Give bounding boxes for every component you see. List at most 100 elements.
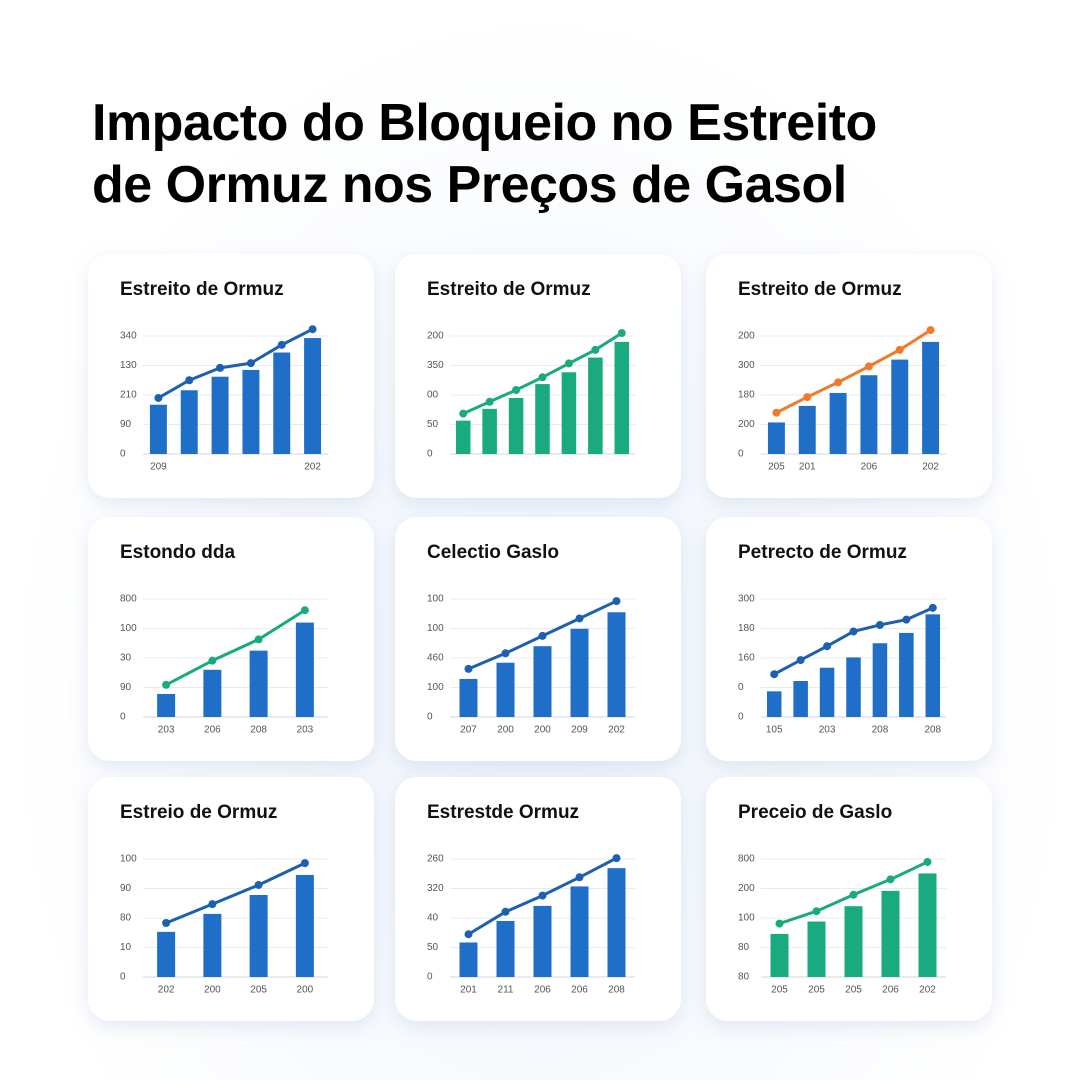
y-tick-label: 130 [120,360,137,371]
y-tick-label: 0 [120,712,126,723]
line-point [926,326,935,335]
y-tick-label: 00 [427,390,439,401]
chart-title: Estreio de Ormuz [120,802,277,823]
chart-card: Estreio de Ormuz 0 10 80 90 100 202 200 205 200 [88,777,374,1021]
chart-card: Celectio Gaslo 0 100 460 100 100 207 200 200 209 2… [395,517,681,761]
line-point [208,656,217,665]
bar [767,422,785,454]
y-tick-label: 210 [120,390,137,401]
line-point [538,891,547,900]
chart-title: Celectio Gaslo [427,542,559,563]
x-tick-label: 202 [922,462,939,473]
y-tick-label: 80 [738,972,750,983]
line-point [575,873,584,882]
y-tick-label: 0 [427,972,433,983]
x-tick-label: 203 [297,725,314,736]
line-point [154,393,163,402]
y-tick-label: 0 [738,449,744,460]
x-tick-label: 206 [861,462,878,473]
bar [533,646,552,717]
bar [891,359,909,454]
line-point [775,919,784,928]
y-tick-label: 800 [738,854,755,865]
bar [157,693,176,717]
bar [533,905,552,977]
bar [157,931,176,977]
y-tick-label: 0 [120,972,126,983]
line-point [612,597,621,606]
line-point [803,393,812,402]
bar [211,376,229,454]
x-tick-label: 203 [158,725,175,736]
x-tick-label: 205 [768,462,785,473]
line-point [300,859,309,868]
x-tick-label: 201 [460,985,477,996]
line-point [928,603,937,612]
line-point [538,631,547,640]
x-tick-label: 202 [919,985,936,996]
bar [203,913,222,977]
x-tick-label: 209 [571,725,588,736]
bar [881,890,900,977]
y-tick-label: 100 [120,623,137,634]
x-tick-label: 202 [304,462,321,473]
chart-card: Estrestde Ormuz 0 50 40 320 260 201 211 206 206 20… [395,777,681,1021]
y-tick-label: 180 [738,390,755,401]
bar [829,392,847,454]
x-tick-label: 105 [766,725,783,736]
line-point [464,930,473,939]
y-tick-label: 300 [738,360,755,371]
line-point [485,397,494,406]
bar [249,650,268,717]
line-point [216,363,225,372]
bar [273,352,291,454]
chart-title: Estreito de Ormuz [120,279,284,300]
line-point [875,620,884,629]
bar [496,662,515,717]
x-tick-label: 200 [534,725,551,736]
y-tick-label: 90 [120,682,132,693]
line-point [591,345,600,354]
line-point [864,362,873,371]
x-tick-label: 205 [771,985,788,996]
y-tick-label: 300 [738,594,755,605]
y-tick-label: 90 [120,883,132,894]
line-point [277,340,286,349]
bar [570,628,589,717]
bar [872,643,888,717]
x-tick-label: 208 [924,725,941,736]
line-point [246,359,255,368]
line-point [834,378,843,387]
line [165,608,306,687]
y-tick-label: 10 [120,942,132,953]
x-tick-label: 205 [845,985,862,996]
chart-card: Estreito de Ormuz 0 90 210 130 340 209 202 [88,254,374,498]
line-point [823,642,832,651]
y-tick-label: 40 [427,913,439,924]
x-tick-label: 200 [297,985,314,996]
bar [459,942,478,977]
bar [570,886,589,977]
bar [807,921,826,977]
line-point [849,890,858,899]
bar [819,667,835,717]
bar [459,678,478,717]
line-point [254,880,263,889]
chart-card: Estreito de Ormuz 0 50 00 350 200 [395,254,681,498]
bar [561,372,577,454]
bar [798,405,816,454]
y-tick-label: 160 [738,653,755,664]
line-point [538,373,547,382]
bar [588,357,603,454]
bar [535,384,550,454]
page-title: Impacto do Bloqueio no Estreito de Ormuz… [92,92,877,216]
y-tick-label: 800 [120,594,137,605]
bar [922,341,940,454]
y-tick-label: 180 [738,623,755,634]
x-tick-label: 208 [250,725,267,736]
line-point [812,907,821,916]
y-tick-label: 0 [120,449,126,460]
title-line: Impacto do Bloqueio no Estreito [92,94,877,152]
chart-card: Petrecto de Ormuz 0 0 160 180 300 105 203 208 208 [706,517,992,761]
